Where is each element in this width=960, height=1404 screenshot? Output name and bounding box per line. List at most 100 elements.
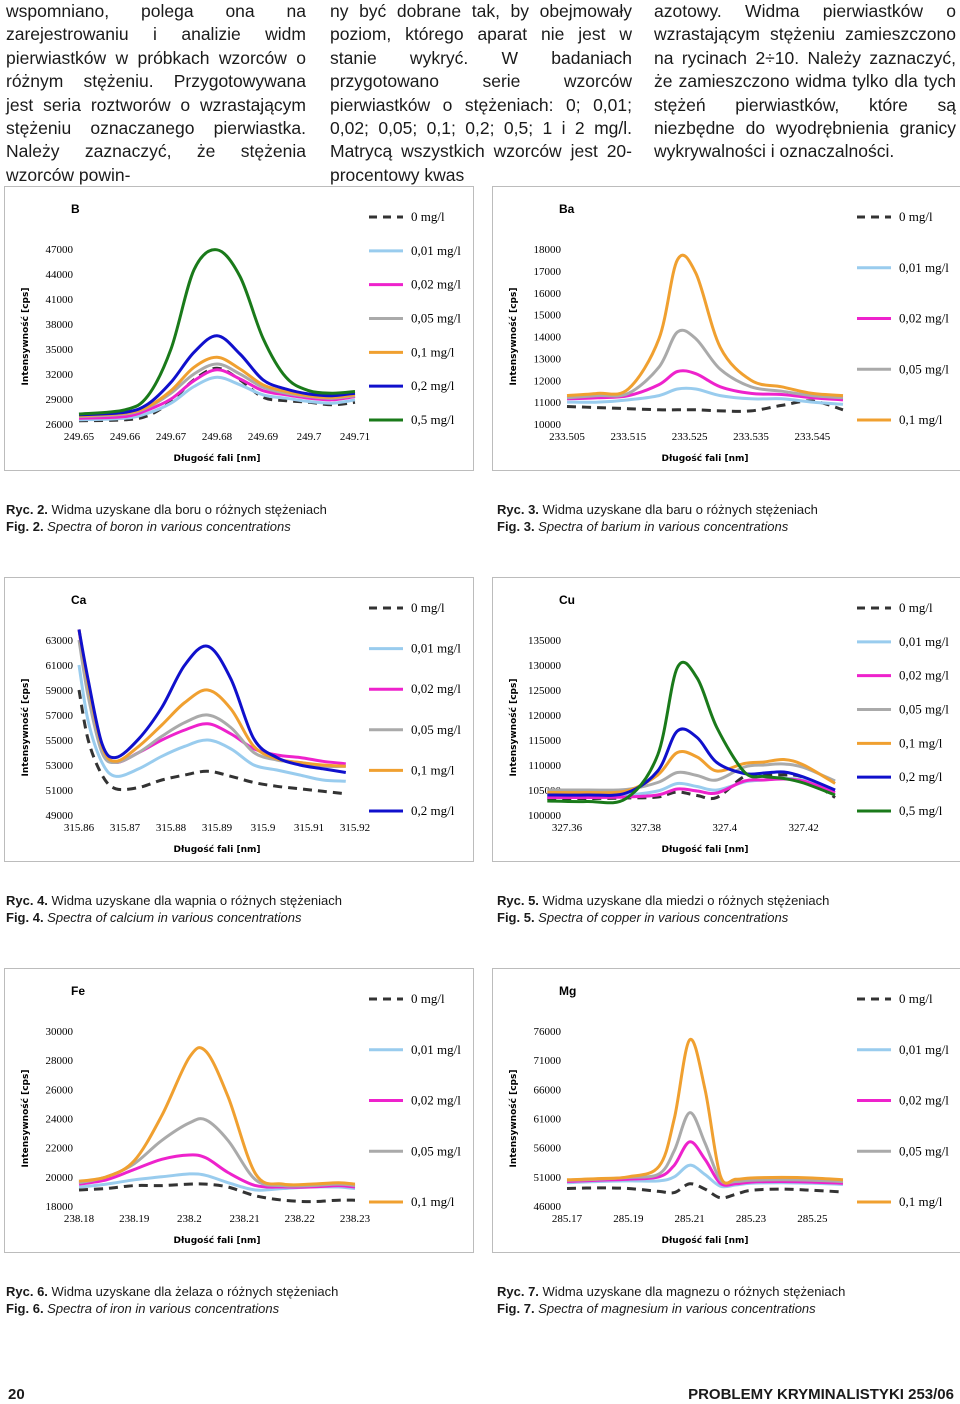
legend-label: 0,01 mg/l bbox=[411, 1042, 461, 1057]
y-tick-label: 24000 bbox=[46, 1114, 74, 1126]
y-tick-label: 120000 bbox=[528, 710, 562, 722]
series-line-0-5-mg-l bbox=[547, 660, 836, 805]
series-line-0-5-mg-l bbox=[78, 248, 356, 416]
x-tick-label: 249.68 bbox=[202, 431, 233, 443]
x-tick-label: 327.36 bbox=[552, 822, 583, 834]
x-tick-label: 238.22 bbox=[285, 1213, 315, 1225]
chart-svg: Ba 10000 11000 12000 13000 14000 15000 16000 170… bbox=[508, 202, 949, 464]
y-tick-label: 28000 bbox=[46, 1055, 74, 1067]
legend-label: 0 mg/l bbox=[411, 600, 445, 615]
x-tick-label: 327.38 bbox=[631, 822, 662, 834]
figure-caption-2: Ryc. 2. Widma uzyskane dla boru o różnyc… bbox=[6, 501, 327, 535]
y-tick-label: 17000 bbox=[534, 266, 562, 278]
legend-label: 0,1 mg/l bbox=[411, 344, 455, 359]
series-line-0-2-mg-l bbox=[547, 727, 836, 797]
series-line-0-mg-l bbox=[566, 1182, 844, 1200]
chart-title: Ba bbox=[559, 202, 575, 216]
x-tick-label: 285.19 bbox=[613, 1213, 644, 1225]
series-line-0-2-mg-l bbox=[77, 629, 347, 774]
chart-iron: Fe 18000 20000 22000 24000 26000 28000 30000 238… bbox=[4, 968, 474, 1253]
chart-svg: Fe 18000 20000 22000 24000 26000 28000 30000 238… bbox=[20, 984, 461, 1246]
y-tick-label: 51000 bbox=[534, 1172, 562, 1184]
y-tick-label: 18000 bbox=[534, 244, 562, 256]
y-tick-label: 71000 bbox=[534, 1055, 562, 1067]
y-tick-label: 16000 bbox=[534, 288, 562, 300]
chart-title: Ca bbox=[71, 593, 87, 607]
y-tick-label: 61000 bbox=[46, 660, 74, 672]
x-tick-label: 238.19 bbox=[119, 1213, 150, 1225]
x-tick-label: 238.23 bbox=[340, 1213, 371, 1225]
legend-label: 0,01 mg/l bbox=[899, 634, 949, 649]
x-axis-label: Długość fali [nm] bbox=[662, 453, 749, 464]
legend-label: 0 mg/l bbox=[899, 209, 933, 224]
column-text: azotowy. Widma pierwiastków o wzrastając… bbox=[654, 1, 956, 162]
y-tick-label: 56000 bbox=[534, 1143, 562, 1155]
x-axis-label: Długość fali [nm] bbox=[174, 844, 261, 855]
y-tick-label: 22000 bbox=[46, 1143, 74, 1155]
y-tick-label: 38000 bbox=[46, 319, 74, 331]
y-tick-label: 35000 bbox=[46, 344, 74, 356]
y-axis-label: Intensywność [cps] bbox=[508, 288, 519, 386]
text-column-1: wspomniano, polega ona na zarejestrowani… bbox=[6, 0, 306, 187]
legend-label: 0,02 mg/l bbox=[899, 1093, 949, 1108]
y-tick-label: 13000 bbox=[534, 353, 562, 365]
legend-label: 0,05 mg/l bbox=[899, 702, 949, 717]
y-tick-label: 61000 bbox=[534, 1114, 562, 1126]
series-line-0-1-mg-l bbox=[78, 1046, 356, 1187]
legend-label: 0,01 mg/l bbox=[899, 1042, 949, 1057]
chart-title: Fe bbox=[71, 984, 85, 998]
x-tick-label: 315.9 bbox=[251, 822, 276, 834]
y-axis-label: Intensywność [cps] bbox=[508, 679, 519, 777]
series-line-0-01-mg-l bbox=[566, 1163, 844, 1189]
legend-label: 0,02 mg/l bbox=[411, 277, 461, 292]
y-axis-label: Intensywność [cps] bbox=[508, 1070, 519, 1168]
caption-text: Widma uzyskane dla miedzi o różnych stęż… bbox=[538, 893, 830, 908]
legend-label: 0,5 mg/l bbox=[899, 803, 943, 818]
x-tick-label: 285.25 bbox=[797, 1213, 828, 1225]
caption-label: Ryc. 4. bbox=[6, 893, 48, 908]
y-tick-label: 14000 bbox=[534, 332, 562, 344]
x-tick-label: 315.91 bbox=[294, 822, 324, 834]
y-tick-label: 53000 bbox=[46, 760, 74, 772]
chart-svg: Cu10000010500011000011500012000012500013… bbox=[508, 593, 949, 855]
figure-caption-4: Ryc. 4. Widma uzyskane dla wapnia o różn… bbox=[6, 892, 342, 926]
x-axis-label: Długość fali [nm] bbox=[662, 1235, 749, 1246]
legend-label: 0 mg/l bbox=[411, 209, 445, 224]
series-line-0-mg-l bbox=[78, 1182, 356, 1204]
series-line-0-1-mg-l bbox=[78, 355, 356, 418]
series-line-0-05-mg-l bbox=[566, 1111, 844, 1185]
y-tick-label: 30000 bbox=[46, 1026, 74, 1038]
legend-label: 0,01 mg/l bbox=[411, 243, 461, 258]
caption-text-en: Spectra of copper in various concentrati… bbox=[534, 910, 789, 925]
legend-label: 0,02 mg/l bbox=[411, 1093, 461, 1108]
x-tick-label: 233.525 bbox=[672, 431, 708, 443]
chart-copper: Cu 100000 105000 110000 115000 120000 125000 13… bbox=[492, 577, 960, 862]
legend-label: 0,2 mg/l bbox=[899, 769, 943, 784]
x-tick-label: 238.2 bbox=[177, 1213, 202, 1225]
legend-label: 0,1 mg/l bbox=[899, 412, 943, 427]
column-text: ny być dobrane tak, by obejmowały poziom… bbox=[330, 1, 632, 185]
y-tick-label: 46000 bbox=[534, 1201, 562, 1213]
caption-text: Widma uzyskane dla żelaza o różnych stęż… bbox=[47, 1284, 339, 1299]
caption-text: Widma uzyskane dla magnezu o różnych stę… bbox=[538, 1284, 846, 1299]
caption-label: Ryc. 7. bbox=[497, 1284, 539, 1299]
x-tick-label: 238.21 bbox=[229, 1213, 259, 1225]
y-tick-label: 55000 bbox=[46, 735, 74, 747]
legend-label: 0,2 mg/l bbox=[411, 378, 455, 393]
legend-label: 0,02 mg/l bbox=[899, 668, 949, 683]
chart-svg: Mg 46000 51000 56000 61000 66000 71000 76000 285… bbox=[508, 984, 949, 1246]
x-tick-label: 233.505 bbox=[549, 431, 585, 443]
legend-label: 0,5 mg/l bbox=[411, 412, 455, 427]
chart-svg: B 26000 29000 32000 35000 38000 41000 44000 4700… bbox=[20, 202, 461, 464]
caption-label-en: Fig. 3. bbox=[497, 519, 535, 534]
y-tick-label: 135000 bbox=[528, 635, 562, 647]
x-tick-label: 327.4 bbox=[712, 822, 737, 834]
series-line-0-1-mg-l bbox=[566, 253, 844, 398]
figure-caption-6: Ryc. 6. Widma uzyskane dla żelaza o różn… bbox=[6, 1283, 338, 1317]
caption-label: Ryc. 2. bbox=[6, 502, 48, 517]
series-line-0-05-mg-l bbox=[566, 328, 844, 400]
y-tick-label: 44000 bbox=[46, 269, 74, 281]
page-number: 20 bbox=[8, 1386, 25, 1403]
y-tick-label: 100000 bbox=[528, 810, 562, 822]
y-tick-label: 57000 bbox=[46, 710, 74, 722]
